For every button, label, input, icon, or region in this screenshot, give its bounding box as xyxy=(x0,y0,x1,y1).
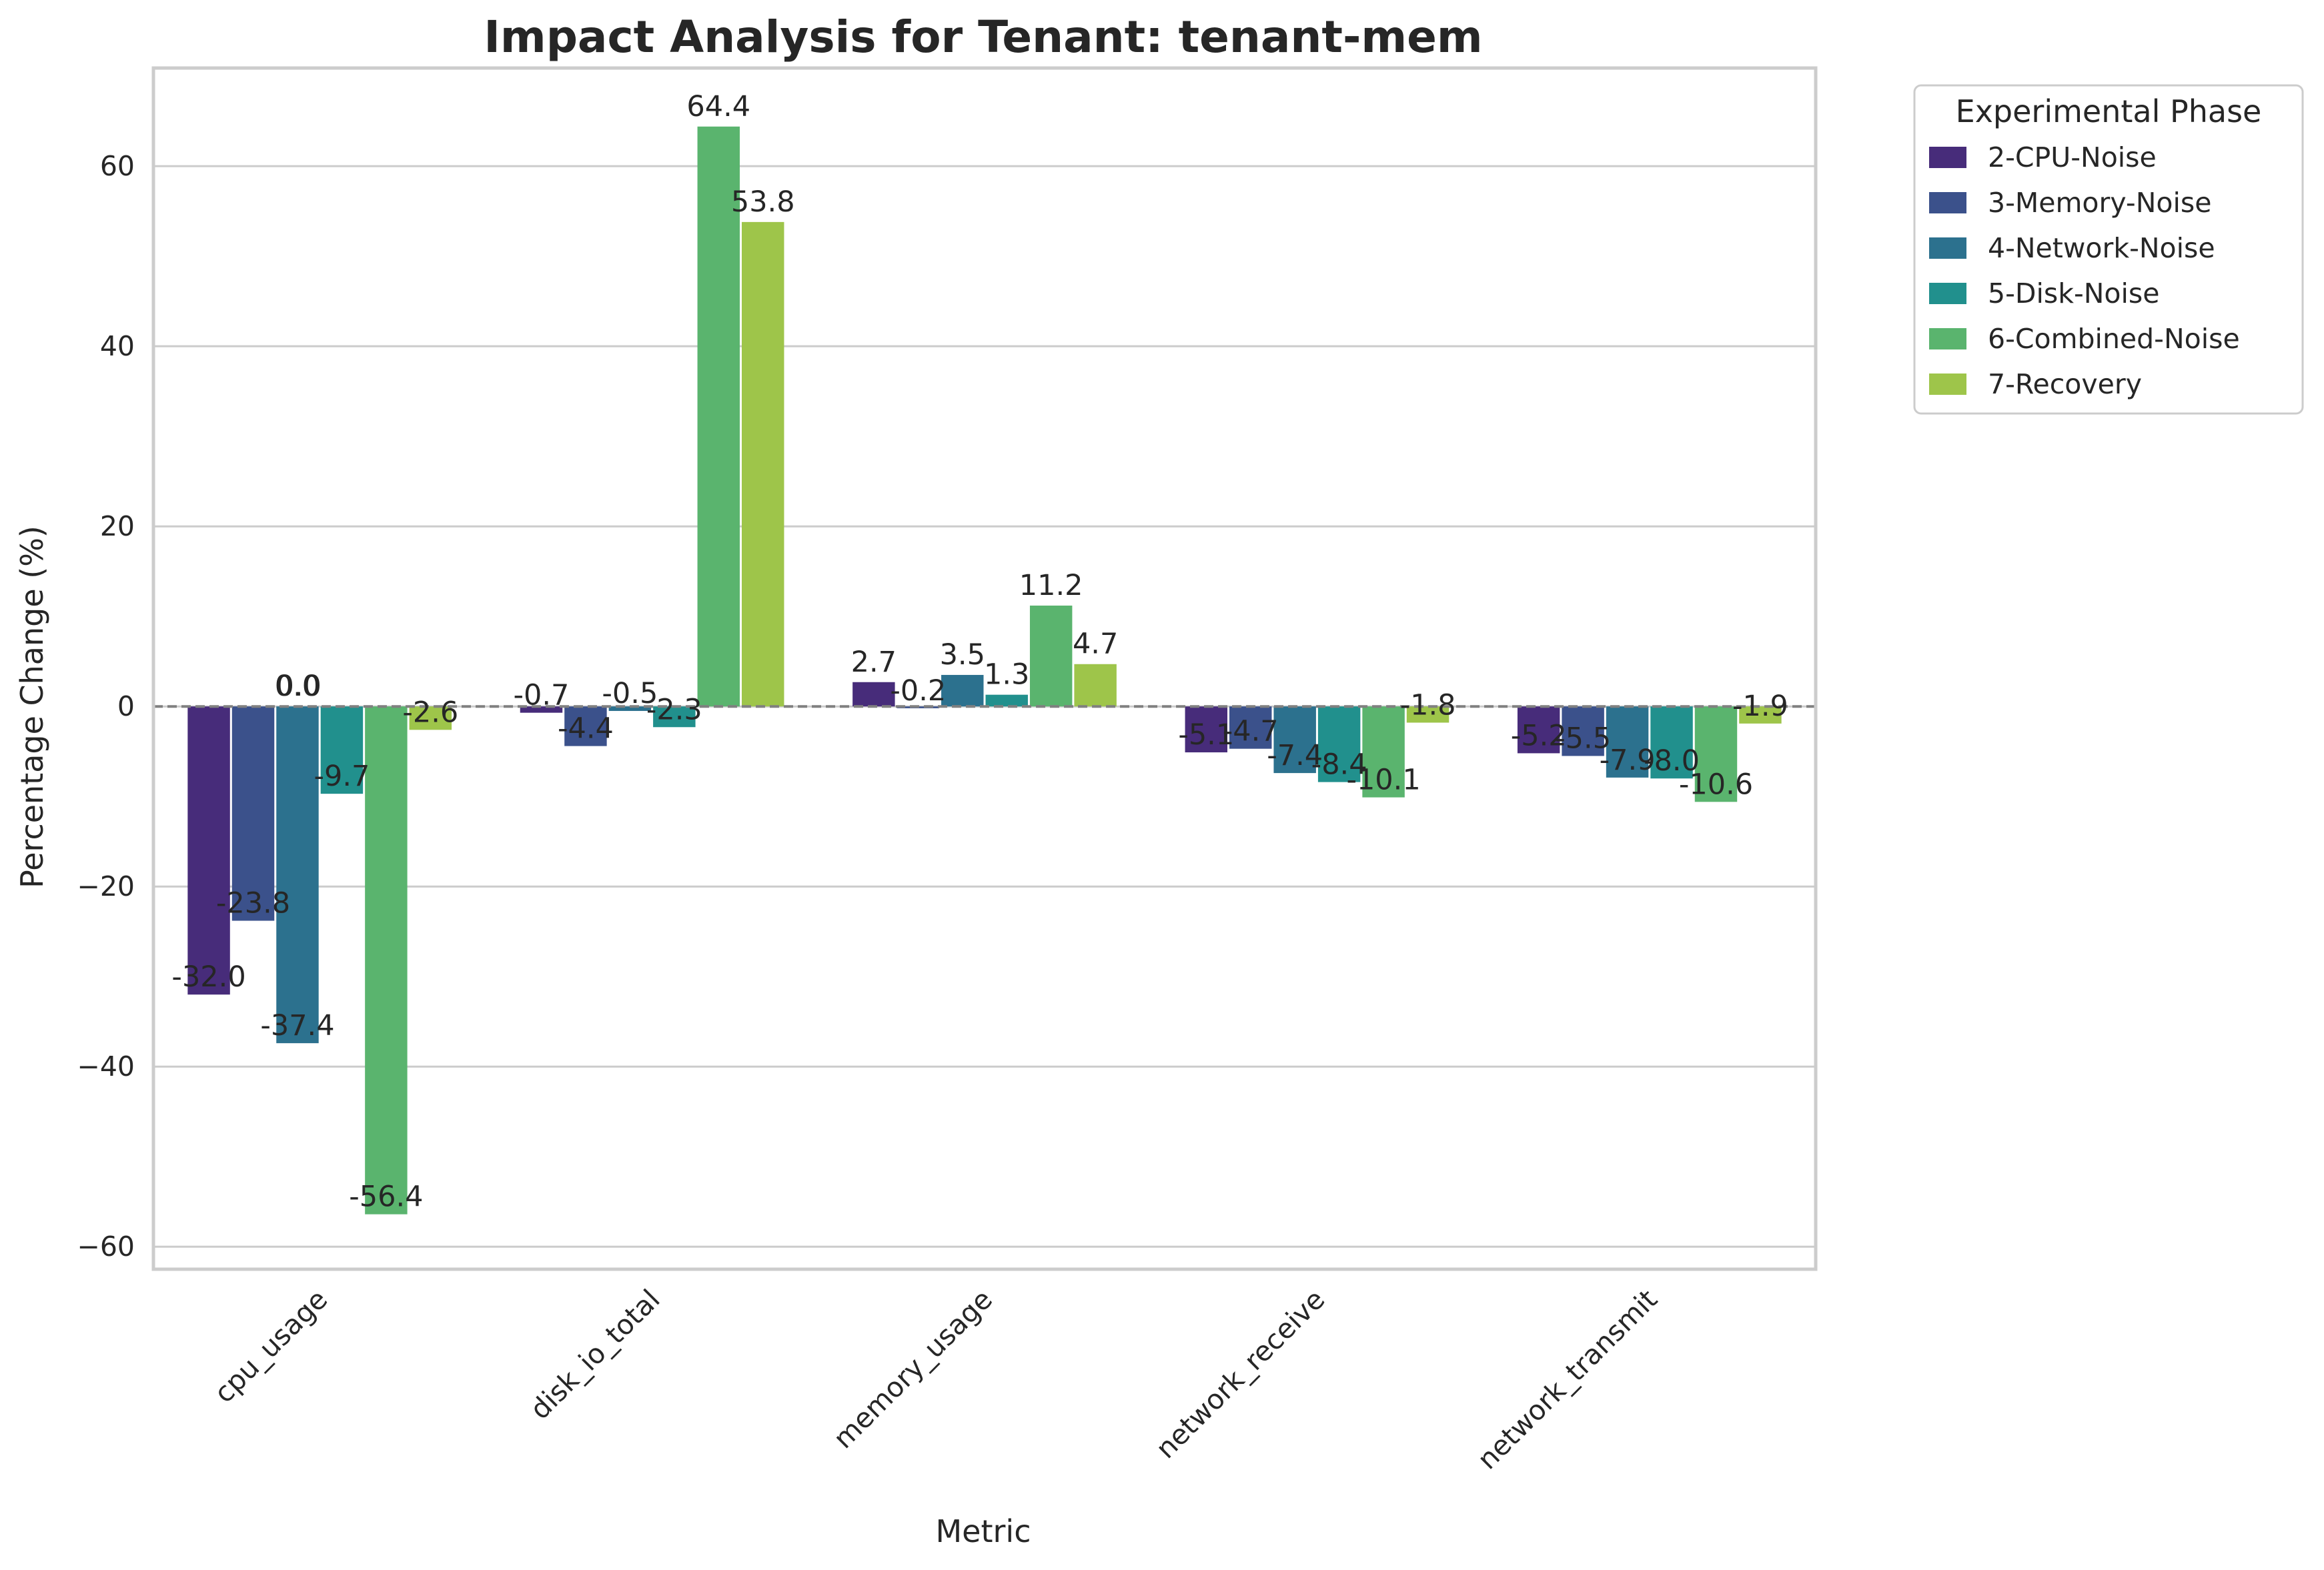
data-label: -56.4 xyxy=(349,1181,423,1214)
bar xyxy=(564,706,607,746)
data-label: 1.3 xyxy=(984,658,1029,692)
bar xyxy=(1185,706,1227,753)
y-tick-label: 60 xyxy=(100,150,135,182)
legend-title: Experimental Phase xyxy=(1956,93,2262,129)
bar xyxy=(985,694,1028,707)
bar xyxy=(1739,706,1782,724)
data-label: -10.1 xyxy=(1346,764,1420,797)
bar xyxy=(1562,706,1604,756)
bar xyxy=(1406,706,1449,723)
data-label: -32.0 xyxy=(171,960,245,994)
legend-swatch xyxy=(1929,237,1966,259)
data-label: -5.2 xyxy=(1511,719,1567,752)
bar xyxy=(1029,605,1073,707)
data-label: -1.8 xyxy=(1400,689,1456,722)
data-label: -1.9 xyxy=(1732,690,1788,723)
legend-swatch xyxy=(1929,192,1966,213)
y-axis-ticks: −60 −40 −20 0 20 40 60 xyxy=(77,150,135,1263)
data-labels: -32.0 -23.8 -37.4 -9.7 -56.4 -2.6 -0.7-4.4-0.5… xyxy=(171,90,1788,1214)
bar xyxy=(1694,706,1738,802)
legend-label: 3-Memory-Noise xyxy=(1988,187,2211,219)
legend-frame xyxy=(1913,84,2304,415)
y-tick-label: −20 xyxy=(77,870,135,902)
bar xyxy=(276,706,319,1044)
data-label: -0.2 xyxy=(890,674,946,708)
y-tick-label: 40 xyxy=(100,330,135,362)
bar xyxy=(1317,706,1361,782)
legend-label: 2-CPU-Noise xyxy=(1988,141,2157,173)
data-label: -7.4 xyxy=(1267,739,1323,772)
bar xyxy=(653,706,696,728)
legend-swatch xyxy=(1929,373,1966,395)
bar xyxy=(320,706,364,794)
legend-items: 2-CPU-Noise 3-Memory-Noise 4-Network-Noise… xyxy=(1929,141,2240,400)
bar xyxy=(1517,706,1560,754)
bar xyxy=(409,706,452,730)
plot-frame xyxy=(151,66,1818,1271)
legend-label: 4-Network-Noise xyxy=(1988,232,2215,264)
y-tick-label: −40 xyxy=(77,1050,135,1082)
bar xyxy=(1606,706,1649,778)
data-label: -2.6 xyxy=(402,696,458,729)
bar xyxy=(520,706,563,713)
data-label: -5.5 xyxy=(1555,722,1611,755)
legend-swatch xyxy=(1929,328,1966,349)
legend-label: 6-Combined-Noise xyxy=(1988,323,2240,355)
chart-title: Impact Analysis for Tenant: tenant-mem xyxy=(484,11,1482,63)
bar xyxy=(742,221,784,707)
bar xyxy=(1650,706,1693,779)
bar xyxy=(1074,664,1117,707)
bar xyxy=(187,706,230,995)
bar xyxy=(697,126,740,707)
data-label: -2.3 xyxy=(646,693,702,726)
data-label: 64.4 xyxy=(686,90,750,123)
y-tick-label: −60 xyxy=(77,1231,135,1263)
data-label: 11.2 xyxy=(1019,569,1083,602)
data-label: 53.8 xyxy=(731,185,795,219)
data-label: -23.8 xyxy=(216,887,290,920)
bar xyxy=(608,706,652,711)
bar xyxy=(1362,706,1405,798)
data-label: 4.7 xyxy=(1073,628,1118,661)
legend-label: 7-Recovery xyxy=(1988,368,2142,400)
bar xyxy=(365,706,408,1215)
legend-swatch xyxy=(1929,283,1966,304)
legend-label: 5-Disk-Noise xyxy=(1988,277,2159,309)
data-label: -0.7 xyxy=(514,679,570,712)
data-label: 3.5 xyxy=(940,638,985,672)
data-label: -8.4 xyxy=(1311,748,1367,782)
data-label: 0.0 xyxy=(275,670,320,703)
data-label: -9.7 xyxy=(314,760,370,793)
bars xyxy=(187,126,1782,1215)
bar xyxy=(231,706,275,921)
y-tick-label: 20 xyxy=(100,510,135,542)
legend: Experimental Phase 2-CPU-Noise 3-Memory-N… xyxy=(1913,84,2304,415)
data-label: -4.4 xyxy=(558,712,614,746)
bar xyxy=(1273,706,1316,774)
data-label: -4.7 xyxy=(1223,715,1279,748)
data-label: 0.0 xyxy=(276,670,322,703)
x-axis-label: Metric xyxy=(935,1513,1031,1549)
legend-swatch xyxy=(1929,147,1966,168)
bar xyxy=(941,674,984,707)
y-tick-label: 0 xyxy=(117,690,135,722)
y-axis-label: Percentage Change (%) xyxy=(14,526,50,888)
data-label: -10.6 xyxy=(1679,768,1753,801)
data-label: -7.9 xyxy=(1600,744,1656,777)
bar xyxy=(1229,706,1272,749)
data-label: -5.1 xyxy=(1178,718,1234,752)
bar xyxy=(852,682,895,707)
data-label: 2.7 xyxy=(851,646,897,679)
data-label: -8.0 xyxy=(1644,744,1700,778)
data-label: -37.4 xyxy=(260,1009,334,1042)
data-label: -0.5 xyxy=(602,677,658,710)
